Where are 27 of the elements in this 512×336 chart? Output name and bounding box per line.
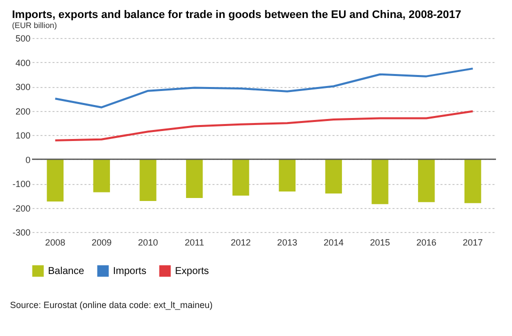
y-tick-label: -100 bbox=[12, 179, 30, 189]
y-tick-label: 200 bbox=[15, 106, 30, 116]
x-tick-label: 2013 bbox=[277, 238, 298, 248]
x-tick-label: 2012 bbox=[230, 238, 251, 248]
line-series bbox=[54, 68, 474, 108]
x-tick-label: 2009 bbox=[92, 238, 112, 248]
chart-title: Imports, exports and balance for trade in goods between the EU and China, 2008-2017 bbox=[12, 9, 462, 21]
y-tick-label: -200 bbox=[12, 203, 30, 214]
x-tick-label: 2016 bbox=[416, 238, 436, 248]
y-tick-label: 500 bbox=[15, 34, 30, 44]
x-tick-label: 2010 bbox=[138, 238, 158, 248]
source-note: Source: Eurostat (online data code: ext_lt_maineu) bbox=[9, 300, 214, 310]
line-series bbox=[54, 110, 474, 142]
y-tick-label: 100 bbox=[15, 130, 30, 140]
y-tick-label: 300 bbox=[15, 82, 30, 92]
x-tick-label: 2011 bbox=[184, 238, 204, 248]
x-tick-label: 2017 bbox=[462, 238, 483, 248]
legend-label: Exports bbox=[175, 266, 209, 277]
x-tick-label: 2014 bbox=[324, 238, 344, 248]
legend-label: Balance bbox=[48, 266, 85, 277]
y-tick-label: 400 bbox=[15, 58, 30, 68]
y-tick-label: -300 bbox=[12, 228, 30, 238]
x-tick-label: 2008 bbox=[45, 238, 66, 248]
legend-label: Imports bbox=[113, 266, 146, 277]
y-tick-label: 0 bbox=[25, 154, 30, 165]
chart-subtitle: (EUR billion) bbox=[12, 21, 58, 30]
x-tick-label: 2015 bbox=[370, 238, 390, 248]
